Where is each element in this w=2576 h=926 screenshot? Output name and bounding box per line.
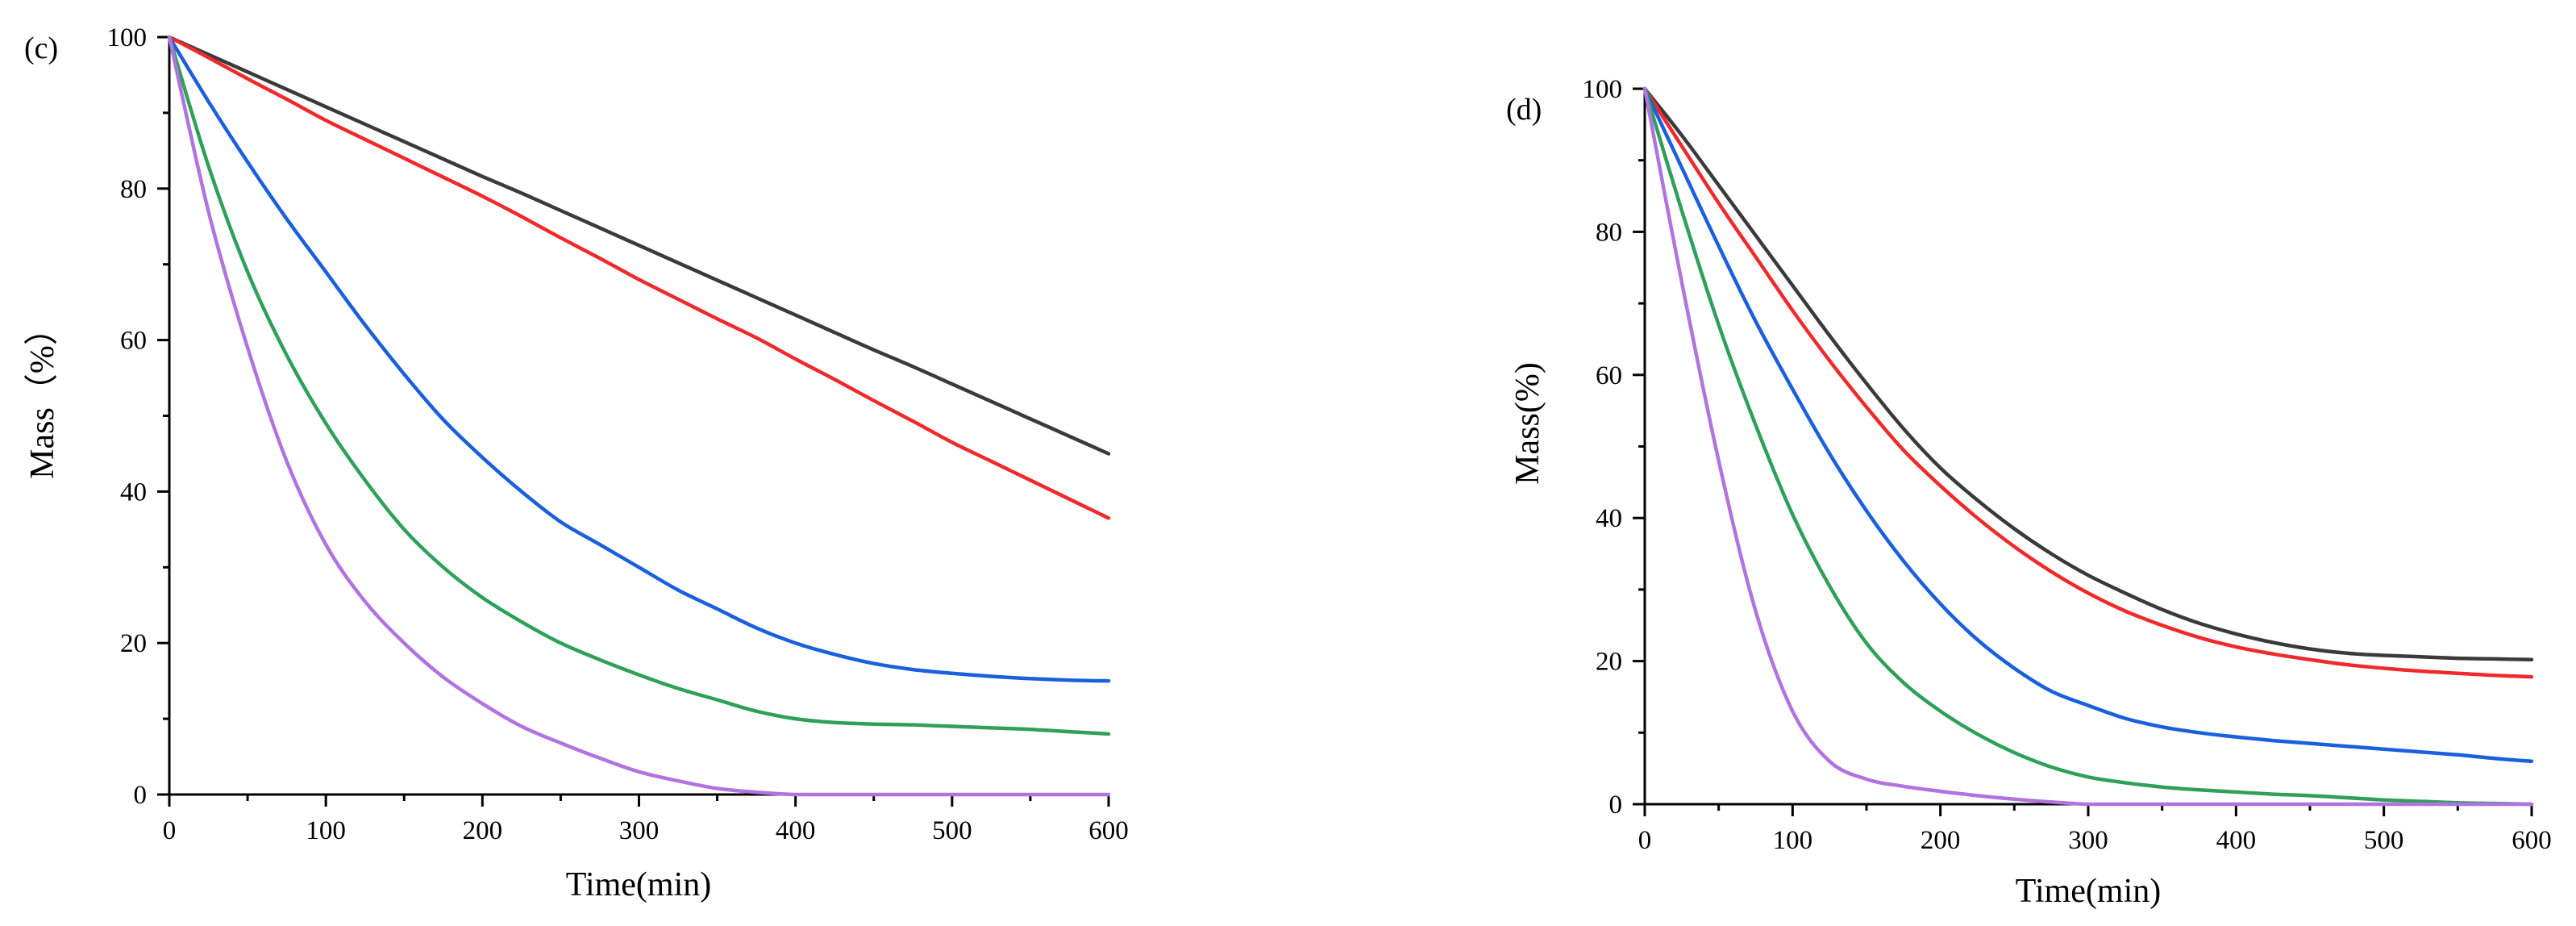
x-tick-label: 0 bbox=[163, 816, 177, 845]
series-line-red bbox=[1642, 86, 2534, 679]
chart-panel-d: (d) 0 100 200 300 400 500 600 0 20 40 60 80 100 Time… bbox=[1506, 75, 2552, 910]
x-tick-label: 500 bbox=[932, 816, 972, 845]
x-tick-label: 200 bbox=[463, 816, 503, 845]
y-tick-label: 80 bbox=[1596, 218, 1622, 247]
ticks-c: 0 100 200 300 400 500 600 0 20 40 60 80 100 bbox=[107, 23, 1129, 845]
series-line-green bbox=[167, 35, 1111, 736]
x-tick-label: 300 bbox=[619, 816, 660, 845]
y-tick-label: 100 bbox=[107, 23, 148, 52]
series-line-green bbox=[1642, 86, 2534, 807]
panel-label: (d) bbox=[1506, 93, 1542, 127]
y-tick-label: 60 bbox=[1596, 361, 1622, 390]
y-tick-label: 20 bbox=[120, 629, 147, 658]
y-tick-label: 100 bbox=[1583, 75, 1623, 104]
y-tick-label: 60 bbox=[120, 327, 147, 356]
chart-panel-c: (c) 0 100 200 300 400 500 600 0 20 40 60 80 100 Time… bbox=[24, 23, 1129, 903]
ticks-d: 0 100 200 300 400 500 600 0 20 40 60 80 100 bbox=[1583, 75, 2552, 855]
x-axis-title: Time(min) bbox=[566, 866, 711, 903]
series-c bbox=[167, 35, 1111, 797]
panel-label: (c) bbox=[24, 31, 58, 65]
series-d bbox=[1642, 86, 2534, 807]
x-tick-label: 500 bbox=[2364, 826, 2404, 855]
y-tick-label: 0 bbox=[1609, 790, 1623, 820]
x-tick-label: 100 bbox=[1773, 826, 1813, 855]
y-tick-label: 40 bbox=[120, 478, 147, 507]
y-axis-title: Mass(%) bbox=[1509, 362, 1546, 485]
x-tick-label: 400 bbox=[2216, 826, 2257, 855]
series-line-purple bbox=[167, 35, 1111, 797]
y-axis-title: Mass（%） bbox=[24, 311, 61, 479]
y-tick-label: 20 bbox=[1596, 648, 1622, 677]
series-line-black bbox=[167, 35, 1111, 456]
x-tick-label: 600 bbox=[2511, 826, 2552, 855]
x-axis-title: Time(min) bbox=[2016, 873, 2161, 910]
y-tick-label: 80 bbox=[120, 175, 147, 204]
series-line-blue bbox=[167, 35, 1111, 683]
x-tick-label: 100 bbox=[306, 816, 346, 845]
y-tick-label: 0 bbox=[134, 781, 148, 810]
axes-d bbox=[1643, 89, 2532, 806]
axes-c bbox=[168, 37, 1109, 796]
series-line-black bbox=[1642, 86, 2534, 662]
x-tick-label: 200 bbox=[1921, 826, 1961, 855]
x-tick-label: 600 bbox=[1088, 816, 1129, 845]
y-tick-label: 40 bbox=[1596, 504, 1622, 533]
series-line-red bbox=[167, 35, 1111, 520]
series-line-purple bbox=[1642, 86, 2534, 807]
series-line-blue bbox=[1642, 86, 2534, 764]
x-tick-label: 400 bbox=[776, 816, 816, 845]
x-tick-label: 300 bbox=[2068, 826, 2108, 855]
x-tick-label: 0 bbox=[1638, 826, 1652, 855]
